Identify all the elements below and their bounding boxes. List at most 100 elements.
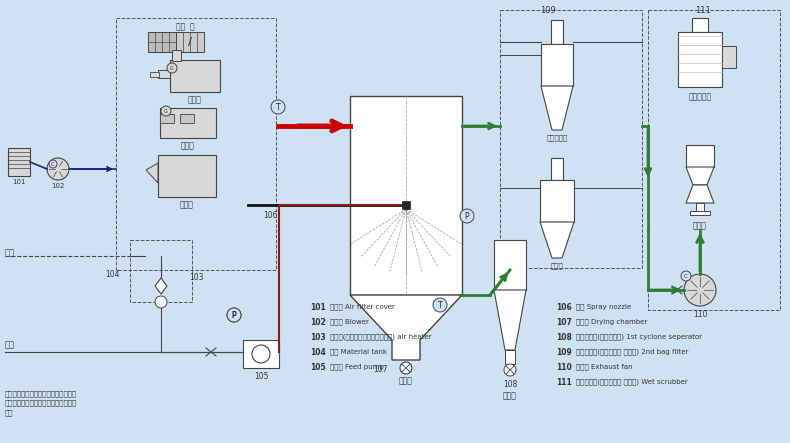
Bar	[160, 114, 174, 123]
Text: 料槽 Material tank: 料槽 Material tank	[330, 348, 387, 354]
Polygon shape	[686, 185, 714, 203]
Text: 燃煤炉: 燃煤炉	[180, 200, 194, 209]
Text: G: G	[164, 109, 167, 113]
Circle shape	[155, 296, 167, 308]
Text: 加热器(电、蒸汽、燃油、气、煤) air heater: 加热器(电、蒸汽、燃油、气、煤) air heater	[330, 333, 431, 340]
Polygon shape	[155, 278, 167, 294]
Text: 袋滤器: 袋滤器	[551, 262, 563, 268]
Text: 104: 104	[105, 270, 119, 279]
Text: 106: 106	[556, 303, 572, 312]
Bar	[130, 240, 192, 302]
Text: 105: 105	[310, 363, 325, 372]
Text: 104: 104	[310, 348, 325, 357]
Circle shape	[227, 308, 241, 322]
Bar	[150, 72, 159, 77]
Text: P: P	[465, 211, 469, 221]
Text: P: P	[231, 311, 236, 319]
Text: 107: 107	[373, 365, 387, 374]
Bar	[551, 158, 563, 180]
Text: 水沫除尘器: 水沫除尘器	[688, 92, 712, 101]
Text: 引风机 Exhaust fan: 引风机 Exhaust fan	[576, 363, 633, 369]
Text: 喷枪 Spray nozzle: 喷枪 Spray nozzle	[576, 303, 631, 310]
Circle shape	[271, 100, 285, 114]
Text: 送风机 Blower: 送风机 Blower	[330, 318, 369, 325]
Text: G: G	[170, 66, 174, 70]
Circle shape	[167, 63, 177, 73]
Bar	[180, 114, 194, 123]
Polygon shape	[494, 290, 526, 350]
Text: 旋风分离器: 旋风分离器	[547, 134, 568, 140]
Text: 101: 101	[310, 303, 325, 312]
Bar	[722, 46, 736, 68]
Circle shape	[504, 364, 516, 376]
Text: 108: 108	[556, 333, 572, 342]
Text: 注：用户可根据当地能源情况选定加热
方式，根据物料情况选则收尘、除尘方
式。: 注：用户可根据当地能源情况选定加热 方式，根据物料情况选则收尘、除尘方 式。	[5, 390, 77, 416]
Text: 干燥塔 Drying chamber: 干燥塔 Drying chamber	[576, 318, 647, 325]
Text: 出料口: 出料口	[399, 376, 413, 385]
Bar	[172, 50, 181, 61]
Text: 106: 106	[263, 211, 277, 220]
Text: C: C	[51, 162, 55, 167]
Bar	[243, 340, 279, 368]
Text: 湿式除尘器(水沫除尘器 文丘里) Wet scrubber: 湿式除尘器(水沫除尘器 文丘里) Wet scrubber	[576, 378, 688, 385]
Bar	[686, 145, 714, 167]
Text: 107: 107	[556, 318, 572, 327]
Text: 燃气炉: 燃气炉	[181, 141, 195, 150]
Text: 111: 111	[556, 378, 572, 387]
Text: 103: 103	[310, 333, 325, 342]
Polygon shape	[541, 86, 573, 130]
Circle shape	[227, 308, 241, 322]
Bar	[8, 148, 30, 176]
Text: 清水: 清水	[5, 340, 15, 349]
Circle shape	[433, 298, 447, 312]
Circle shape	[161, 106, 171, 116]
Text: 109: 109	[540, 6, 555, 15]
Text: T: T	[438, 300, 442, 310]
Text: 103: 103	[189, 273, 203, 282]
Text: 文丘里: 文丘里	[693, 221, 707, 230]
Bar	[500, 10, 642, 268]
Circle shape	[47, 158, 69, 180]
Bar	[170, 60, 220, 92]
Text: P: P	[231, 311, 236, 319]
Bar	[116, 18, 276, 270]
Text: 料液: 料液	[5, 248, 15, 257]
Text: 111: 111	[695, 6, 711, 15]
Text: 102: 102	[310, 318, 325, 327]
Circle shape	[684, 274, 716, 306]
Bar	[696, 203, 704, 211]
Bar	[148, 32, 176, 52]
Text: 供料泵 Feed pump: 供料泵 Feed pump	[330, 363, 384, 369]
Bar	[541, 44, 573, 86]
Text: 二级收尘器(旋风分离器 袋滤器) 2nd bag filter: 二级收尘器(旋风分离器 袋滤器) 2nd bag filter	[576, 348, 688, 354]
Text: 出料口: 出料口	[503, 391, 517, 400]
Circle shape	[252, 345, 270, 363]
Polygon shape	[686, 167, 714, 185]
Text: 108: 108	[502, 380, 517, 389]
Text: 102: 102	[51, 183, 65, 189]
Text: 燃油炉: 燃油炉	[188, 95, 202, 104]
Circle shape	[400, 362, 412, 374]
Bar	[678, 32, 722, 87]
Bar	[160, 108, 216, 138]
Text: 110: 110	[693, 310, 707, 319]
Bar	[540, 180, 574, 222]
Text: 110: 110	[556, 363, 572, 372]
Polygon shape	[146, 163, 158, 183]
Bar	[648, 10, 780, 310]
Text: C: C	[684, 273, 688, 279]
Bar	[494, 240, 526, 290]
Text: 滤风罩 Air filter cover: 滤风罩 Air filter cover	[330, 303, 395, 310]
Bar	[690, 211, 710, 215]
Text: 蒸汽  电: 蒸汽 电	[175, 22, 194, 31]
Bar	[158, 155, 216, 197]
Polygon shape	[350, 295, 462, 360]
Circle shape	[681, 271, 691, 281]
Circle shape	[460, 209, 474, 223]
Text: 101: 101	[13, 179, 26, 185]
Bar	[692, 18, 708, 32]
Bar	[158, 70, 170, 78]
Text: T: T	[276, 102, 280, 112]
Text: 一级收尘器(旋风分离器) 1st cyclone seperator: 一级收尘器(旋风分离器) 1st cyclone seperator	[576, 333, 702, 340]
Text: /: /	[188, 37, 192, 47]
